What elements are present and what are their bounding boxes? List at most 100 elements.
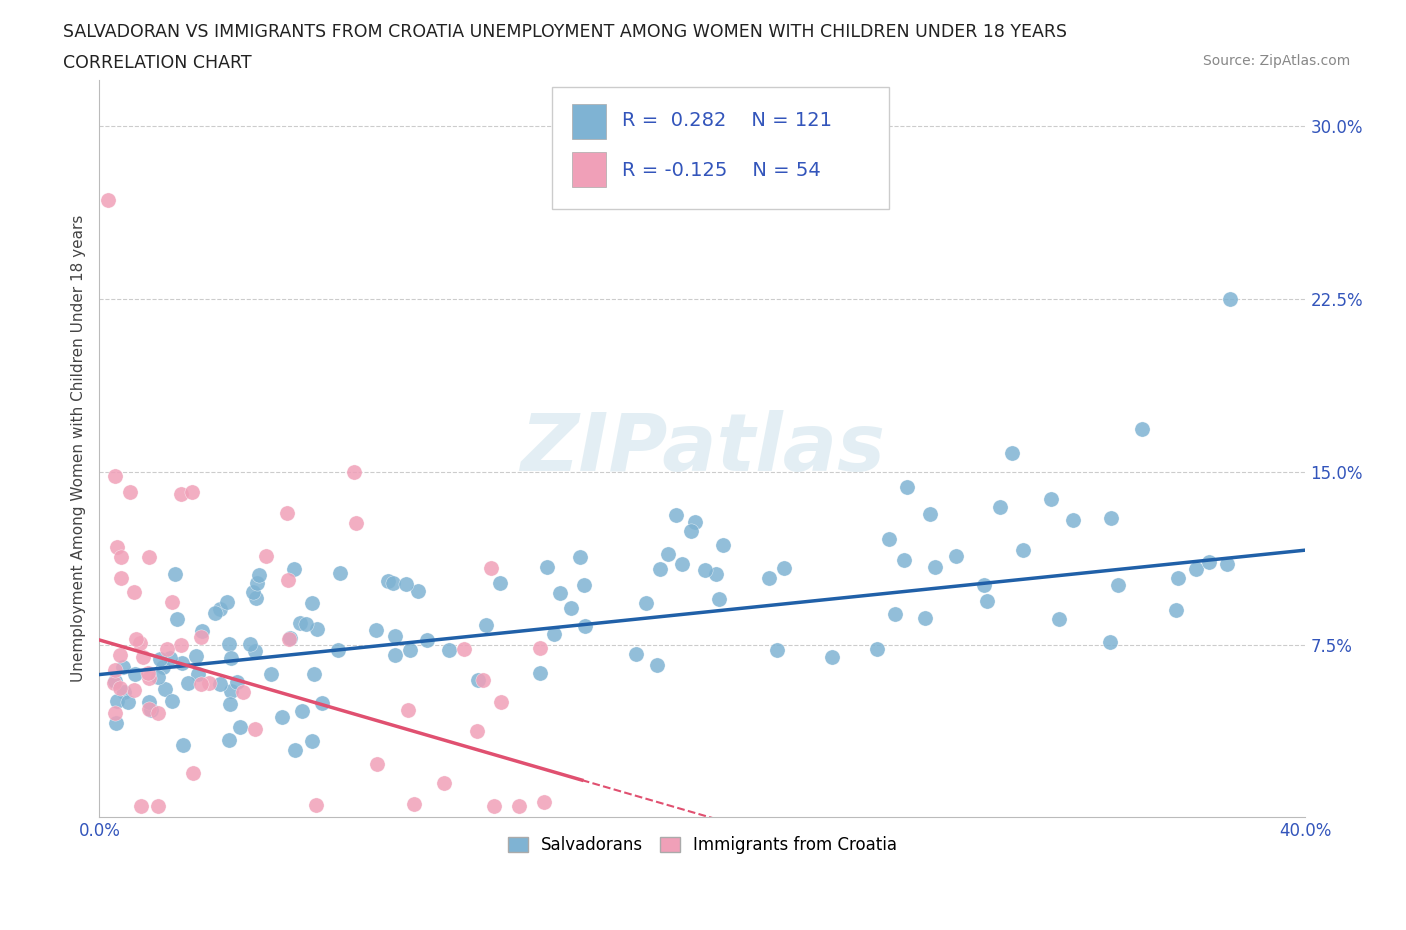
Point xyxy=(278,631,301,646)
Point xyxy=(364,623,387,638)
Point xyxy=(1185,562,1208,577)
Point xyxy=(166,612,188,627)
Point xyxy=(105,693,128,708)
Point xyxy=(624,646,647,661)
Point xyxy=(146,669,169,684)
Point xyxy=(103,469,125,484)
Point xyxy=(218,637,240,652)
Point xyxy=(695,563,717,578)
Point xyxy=(138,671,160,685)
Point xyxy=(104,715,127,730)
Point xyxy=(138,550,160,565)
Point xyxy=(384,647,406,662)
Point xyxy=(377,574,399,589)
Point xyxy=(877,531,900,546)
Point xyxy=(1219,291,1241,306)
Point xyxy=(914,610,936,625)
Point xyxy=(187,666,209,681)
Point xyxy=(343,465,366,480)
Point xyxy=(382,575,405,590)
Point xyxy=(683,514,706,529)
Point xyxy=(215,594,238,609)
Point xyxy=(295,616,318,631)
Point xyxy=(439,643,461,658)
Point xyxy=(1000,445,1022,460)
Point xyxy=(548,585,571,600)
Point xyxy=(918,507,941,522)
Point xyxy=(160,595,183,610)
Point xyxy=(536,560,558,575)
Point xyxy=(988,500,1011,515)
Point xyxy=(574,619,596,634)
Point xyxy=(243,722,266,737)
Point xyxy=(650,562,672,577)
Point xyxy=(384,629,406,644)
Point xyxy=(138,695,160,710)
Point xyxy=(467,672,489,687)
Point xyxy=(704,566,727,581)
Y-axis label: Unemployment Among Women with Children Under 18 years: Unemployment Among Women with Children U… xyxy=(72,215,86,683)
Point xyxy=(283,562,305,577)
FancyBboxPatch shape xyxy=(572,152,606,187)
Point xyxy=(198,676,221,691)
Point xyxy=(260,666,283,681)
Point xyxy=(254,549,277,564)
Point xyxy=(284,742,307,757)
Point xyxy=(146,799,169,814)
Point xyxy=(858,153,880,168)
Point xyxy=(136,665,159,680)
Point xyxy=(245,644,267,658)
Point xyxy=(866,642,889,657)
Point xyxy=(129,799,152,814)
Point xyxy=(159,650,181,665)
Point xyxy=(1130,421,1153,436)
Point xyxy=(170,637,193,652)
Point xyxy=(163,566,186,581)
Point xyxy=(170,486,193,501)
Point xyxy=(329,565,352,580)
Point xyxy=(489,576,512,591)
Point xyxy=(160,694,183,709)
Point xyxy=(105,539,128,554)
FancyBboxPatch shape xyxy=(572,103,606,140)
Point xyxy=(1099,635,1122,650)
Point xyxy=(1198,555,1220,570)
Point xyxy=(453,642,475,657)
Point xyxy=(482,799,505,814)
Point xyxy=(665,508,688,523)
Point xyxy=(529,666,551,681)
Point xyxy=(301,734,323,749)
Point xyxy=(1107,578,1129,592)
Point xyxy=(232,684,254,699)
Point xyxy=(408,584,430,599)
Point xyxy=(291,704,314,719)
Point xyxy=(945,549,967,564)
Point xyxy=(149,652,172,667)
Point xyxy=(110,681,132,696)
Point xyxy=(475,618,498,632)
Point xyxy=(132,649,155,664)
Point xyxy=(277,573,299,588)
Point xyxy=(572,578,595,592)
Point xyxy=(1011,542,1033,557)
Point xyxy=(657,546,679,561)
Point xyxy=(311,696,333,711)
Point xyxy=(228,720,250,735)
Point xyxy=(278,631,301,645)
Text: Source: ZipAtlas.com: Source: ZipAtlas.com xyxy=(1202,54,1350,68)
Point xyxy=(765,643,787,658)
Point xyxy=(139,703,162,718)
Point xyxy=(146,706,169,721)
Point xyxy=(508,799,530,814)
Point xyxy=(1164,603,1187,618)
Point xyxy=(125,631,148,646)
Point xyxy=(111,659,134,674)
Point xyxy=(156,642,179,657)
Point xyxy=(97,193,120,207)
Point xyxy=(560,600,582,615)
Point xyxy=(117,695,139,710)
Point xyxy=(758,571,780,586)
Point xyxy=(246,576,269,591)
Point xyxy=(302,666,325,681)
Point xyxy=(122,584,145,599)
